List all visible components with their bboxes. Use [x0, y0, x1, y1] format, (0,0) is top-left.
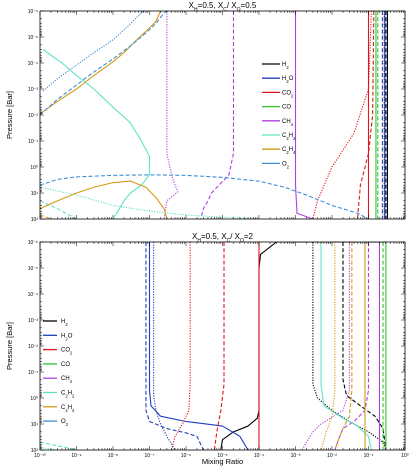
curves	[40, 242, 387, 450]
legend-label-c2h4: C2H4	[61, 405, 75, 413]
y-tick-label: 10⁻³	[28, 87, 38, 93]
x-tick-label: 10⁻⁷	[144, 453, 154, 459]
y-tick-label: 10⁻¹	[28, 370, 38, 376]
y-tick-label: 10⁰	[30, 396, 38, 402]
series-h2o-dashed-line	[145, 242, 204, 450]
ticks	[39, 10, 406, 220]
legend-label-co2: CO2	[282, 90, 294, 98]
y-tick-label: 10⁻⁴	[28, 292, 38, 298]
series-c2h4-solid-line	[40, 11, 161, 115]
y-tick-label: 10⁻⁶	[28, 240, 38, 246]
series-co2-dashed-line	[213, 242, 225, 450]
series-h2o-solid-line	[148, 242, 249, 450]
x-tick-label: 10⁻¹	[364, 453, 374, 459]
legend: H2 H2O CO2 CO CH4 C2H2 C2H4 O2	[43, 319, 75, 427]
x-tick-label: 10⁻²	[327, 453, 337, 459]
x-tick-label: 10⁻⁴	[254, 453, 264, 459]
legend-label-c2h2: C2H2	[61, 391, 75, 399]
series-c2h4-dotted-line	[320, 242, 336, 450]
y-tick-label: 10⁻⁵	[28, 35, 38, 41]
series-co2-dotted-line	[170, 242, 191, 450]
y-tick-label: 10⁻⁴	[28, 61, 38, 67]
y-tick-label: 10⁻¹	[28, 139, 38, 145]
series-c2h4-dashed-line	[334, 242, 353, 450]
series-o2-dashed-line	[40, 174, 369, 219]
y-tick-label: 10⁻²	[28, 113, 38, 119]
legend-label-h2: H2	[282, 62, 289, 70]
series-c2h2-dotted-line	[40, 446, 58, 450]
x-tick-label: 10⁻⁹	[71, 453, 81, 459]
series-o2-dashed-line	[40, 11, 168, 116]
series-co2-dotted-line	[312, 11, 372, 219]
series-ch4-dotted-line	[163, 11, 179, 219]
legend-label-o2: O2	[61, 419, 69, 427]
legend-label-h2o: H2O	[282, 76, 294, 84]
legend-label-co2: CO2	[61, 348, 73, 356]
legend-label-co: CO	[282, 105, 291, 111]
curves	[40, 11, 388, 219]
legend-label-co: CO	[61, 362, 70, 368]
y-axis-label: Pressure [Bar]	[5, 322, 14, 370]
series-h2o-dotted-line	[153, 242, 176, 450]
y-tick-label: 10⁻⁶	[28, 9, 38, 15]
legend-label-c2h2: C2H2	[282, 133, 296, 141]
x-tick-label: 10⁻⁶	[181, 453, 191, 459]
series-ch4-solid-line	[294, 11, 314, 219]
legend-label-o2: O2	[282, 161, 290, 169]
y-tick-label: 10¹	[31, 422, 39, 428]
plot-frame	[39, 10, 406, 220]
y-tick-label: 10¹	[31, 191, 39, 197]
series-h2-solid-line	[220, 242, 386, 450]
series-c2h4-solid-line	[40, 180, 168, 219]
panel-top: 10⁻⁶10⁻⁵10⁻⁴10⁻³10⁻²10⁻¹10⁰10¹10²XH=0.5,…	[5, 1, 406, 223]
legend-label-ch4: CH4	[282, 119, 294, 127]
legend: H2 H2O CO2 CO CH4 C2H2 C2H4 O2	[262, 62, 296, 169]
series-o2-dotted-line	[42, 11, 145, 92]
series-ch4-dashed-line	[199, 11, 235, 219]
x-tick-label: 10⁻³	[291, 453, 301, 459]
ticks	[39, 241, 406, 451]
y-tick-label: 10⁻²	[28, 344, 38, 350]
legend-label-c2h4: C2H4	[282, 147, 296, 155]
legend-label-ch4: CH4	[61, 376, 73, 384]
legend-label-h2: H2	[61, 319, 68, 327]
y-tick-label: 10²	[31, 448, 39, 454]
y-tick-label: 10⁻³	[28, 318, 38, 324]
series-c2h2-solid-line	[42, 48, 151, 219]
x-tick-label: 10⁰	[401, 453, 409, 459]
series-c2h2-dashed-line	[40, 200, 77, 219]
series-h2-dashed-line	[342, 242, 387, 450]
series-ch4-dotted-line	[301, 242, 350, 450]
y-tick-label: 10²	[31, 217, 39, 223]
plot-frame	[39, 241, 406, 451]
series-c2h4-dashed-line	[40, 214, 52, 219]
legend-label-h2o: H2O	[61, 333, 73, 341]
y-tick-label: 10⁰	[30, 165, 38, 171]
x-tick-label: 10⁻⁸	[108, 453, 118, 459]
series-c2h2-solid-line	[320, 242, 372, 450]
x-axis-label: Mixing Ratio	[202, 457, 243, 466]
y-axis-label: Pressure [Bar]	[5, 91, 14, 139]
x-tick-label: 10⁻⁵	[217, 453, 227, 459]
y-tick-label: 10⁻⁵	[28, 266, 38, 272]
x-tick-label: 10⁻¹⁰	[34, 453, 46, 459]
series-co2-dashed-line	[356, 11, 375, 219]
series-c2h2-dotted-line	[40, 186, 260, 219]
